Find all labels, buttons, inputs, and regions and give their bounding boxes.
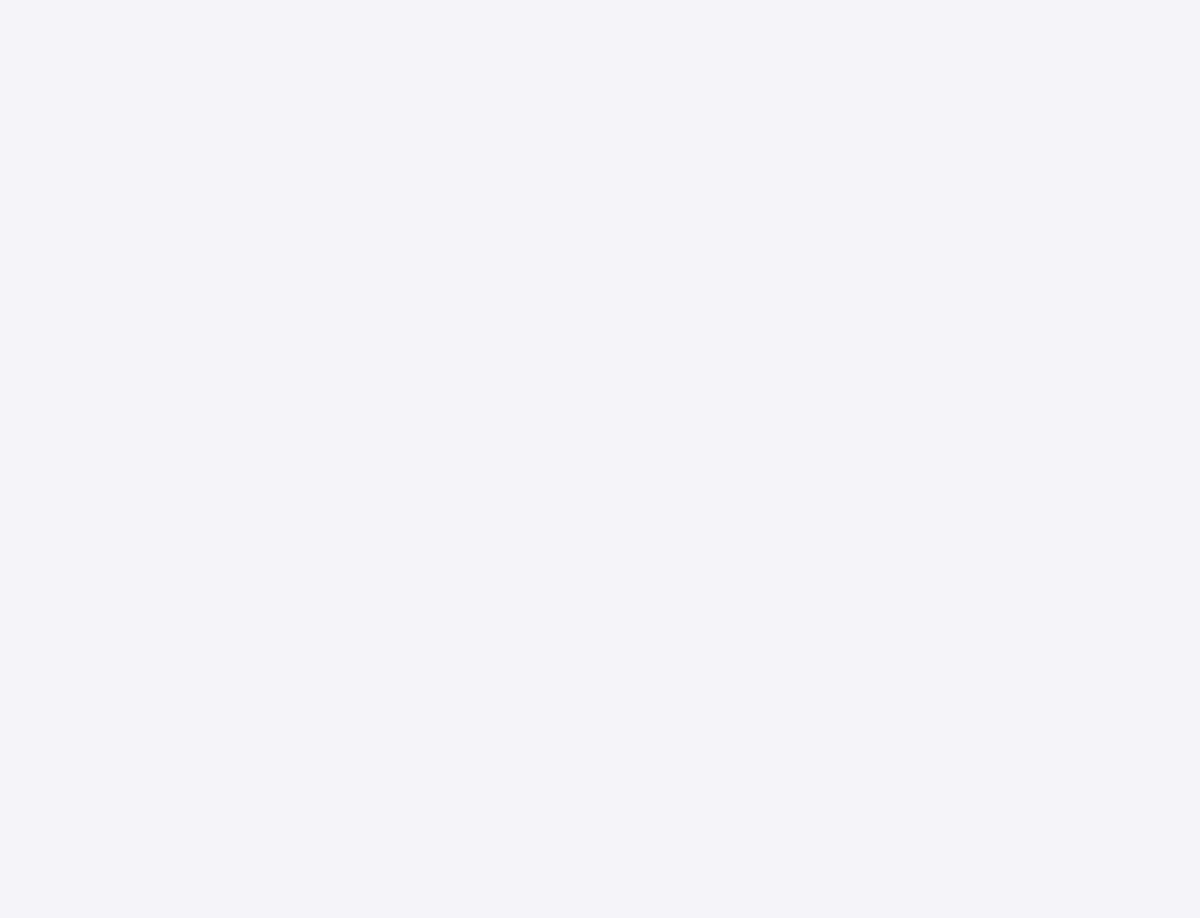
- Text: Link to Physical Constants: Link to Physical Constants: [70, 230, 397, 253]
- Text: Consider the following oxidation-reduction reaction:: Consider the following oxidation-reducti…: [36, 41, 722, 67]
- Text: V³⁺(aq): V³⁺(aq): [320, 614, 426, 642]
- Text: c.: c.: [248, 536, 274, 564]
- Text: Link to the Periodic Table: Link to the Periodic Table: [86, 280, 400, 304]
- Text: VO²⁺(aq): VO²⁺(aq): [241, 380, 370, 408]
- Polygon shape: [0, 487, 240, 918]
- Text: e.: e.: [301, 692, 329, 720]
- Text: a.: a.: [196, 380, 223, 408]
- Text: f.: f.: [328, 770, 344, 798]
- Text: H⁺(aq): H⁺(aq): [294, 536, 390, 564]
- Text: d.: d.: [275, 614, 302, 642]
- Text: Tl⁺(aq): Tl⁺(aq): [373, 770, 474, 798]
- Text: 2V³⁺(aq) + 2H₂O(l) + Tl³⁺(aq) → 2VO²⁺(aq) + 4H⁺(aq) + Tl⁺(aq): 2V³⁺(aq) + 2H₂O(l) + Tl³⁺(aq) → 2VO²⁺(aq…: [48, 106, 968, 134]
- Text: Tl³⁺(aq): Tl³⁺(aq): [268, 458, 379, 486]
- Text: b.: b.: [222, 458, 250, 486]
- Polygon shape: [0, 441, 288, 918]
- Text: H₂O(l): H₂O(l): [347, 692, 434, 720]
- Text: Identify the reducing agent.: Identify the reducing agent.: [36, 174, 404, 200]
